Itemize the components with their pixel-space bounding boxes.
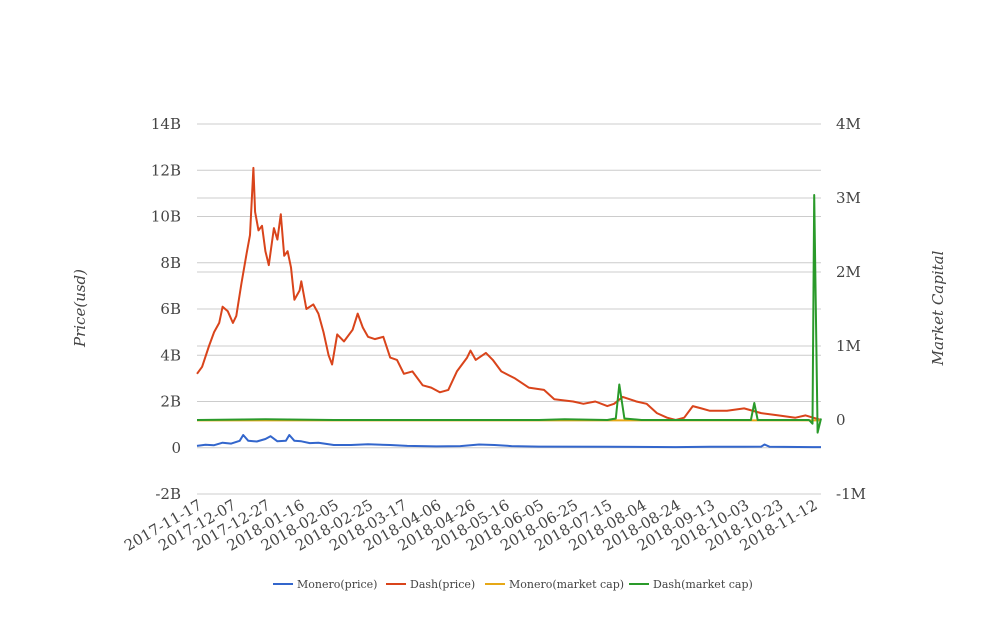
legend-label: Monero(market cap) (509, 578, 624, 591)
y-axis-left-ticks: 14B 12B 10B 8B 6B 4B 2B 0 -2B (151, 115, 181, 503)
y-tick-label: 14B (151, 115, 181, 133)
series-lines (196, 166, 822, 449)
y-tick-label: 2B (160, 393, 181, 411)
y2-tick-label: 3M (836, 189, 861, 207)
series-line (196, 166, 822, 421)
y-tick-label: 8B (160, 254, 181, 272)
y2-tick-label: 0 (836, 411, 846, 429)
series-line (196, 194, 822, 434)
y-axis-title: Price(usd) (71, 269, 89, 348)
y-tick-label: -2B (155, 485, 181, 503)
y-tick-label: 6B (160, 300, 181, 318)
y2-tick-label: 4M (836, 115, 861, 133)
y-tick-label: 12B (151, 161, 181, 179)
y2-tick-label: 1M (836, 337, 861, 355)
gridlines (197, 123, 821, 495)
legend: Monero(price) Dash(price) Monero(market ca… (273, 578, 753, 591)
y2-tick-label: -1M (836, 485, 866, 503)
legend-label: Monero(price) (297, 578, 377, 591)
y2-tick-label: 2M (836, 263, 861, 281)
legend-label: Dash(price) (410, 578, 475, 591)
y-tick-label: 10B (151, 208, 181, 226)
y-tick-label: 0 (171, 439, 181, 457)
y-tick-label: 4B (160, 346, 181, 364)
series-line (196, 434, 821, 449)
x-axis-ticks: 2017-11-172017-12-072017-12-272018-01-16… (121, 496, 820, 555)
y2-axis-title: Market Capital (929, 250, 947, 366)
y-axis-right-ticks: 4M 3M 2M 1M 0 -1M (836, 115, 866, 503)
legend-label: Dash(market cap) (653, 578, 753, 591)
